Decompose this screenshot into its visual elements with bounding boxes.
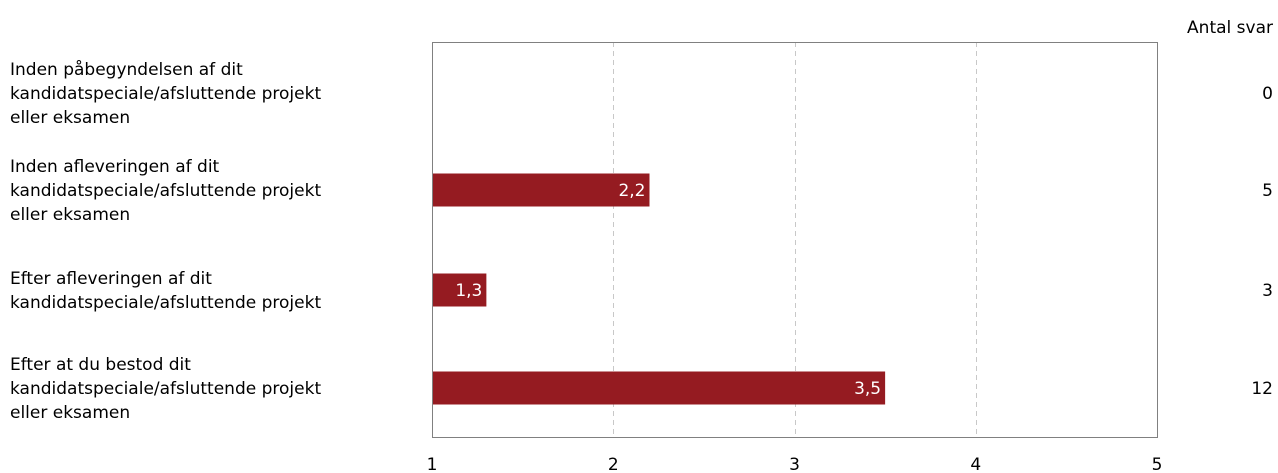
x-tick-label-1: 1 xyxy=(427,455,438,473)
category-label-line: eller eksamen xyxy=(10,403,130,423)
x-tick-label-4: 4 xyxy=(970,455,981,473)
response-counts: Antal svar 0 5 3 12 xyxy=(1187,18,1273,399)
bar-1 xyxy=(432,173,650,207)
category-label-line: Inden påbegyndelsen af dit xyxy=(10,59,243,80)
category-label-2: Efter afleveringen af dit kandidatspecial… xyxy=(10,269,321,313)
response-count-2: 3 xyxy=(1262,281,1273,301)
category-labels: Inden påbegyndelsen af dit kandidatspecia… xyxy=(10,59,321,423)
category-label-line: eller eksamen xyxy=(10,108,130,128)
category-label-line: kandidatspeciale/afsluttende projekt xyxy=(10,84,321,104)
category-label-0: Inden påbegyndelsen af dit kandidatspecia… xyxy=(10,59,321,128)
category-label-line: kandidatspeciale/afsluttende projekt xyxy=(10,293,321,313)
counts-header: Antal svar xyxy=(1187,18,1273,38)
response-count-0: 0 xyxy=(1262,84,1273,104)
x-tick-labels: 1 2 3 4 5 xyxy=(427,455,1163,473)
grid-lines xyxy=(613,42,977,437)
category-label-line: kandidatspeciale/afsluttende projekt xyxy=(10,379,321,399)
category-label-1: Inden afleveringen af dit kandidatspecial… xyxy=(10,157,321,225)
x-tick-label-3: 3 xyxy=(789,455,800,473)
category-label-line: Efter at du bestod dit xyxy=(10,355,191,375)
category-label-3: Efter at du bestod dit kandidatspeciale/a… xyxy=(10,355,321,423)
category-label-line: Inden afleveringen af dit xyxy=(10,157,220,177)
category-label-line: kandidatspeciale/afsluttende projekt xyxy=(10,181,321,201)
plot-frame xyxy=(432,42,1158,438)
category-label-line: Efter afleveringen af dit xyxy=(10,269,212,289)
response-count-1: 5 xyxy=(1262,181,1273,201)
bars: 2,2 1,3 3,5 xyxy=(432,173,886,405)
bar-value-label-1: 2,2 xyxy=(618,181,645,201)
x-tick-label-2: 2 xyxy=(608,455,619,473)
x-tick-label-5: 5 xyxy=(1152,455,1163,473)
bar-3 xyxy=(432,371,886,405)
bar-2 xyxy=(432,273,487,307)
category-label-line: eller eksamen xyxy=(10,205,130,225)
bar-value-label-3: 3,5 xyxy=(854,379,881,399)
response-count-3: 12 xyxy=(1251,379,1273,399)
bar-value-label-2: 1,3 xyxy=(455,281,482,301)
